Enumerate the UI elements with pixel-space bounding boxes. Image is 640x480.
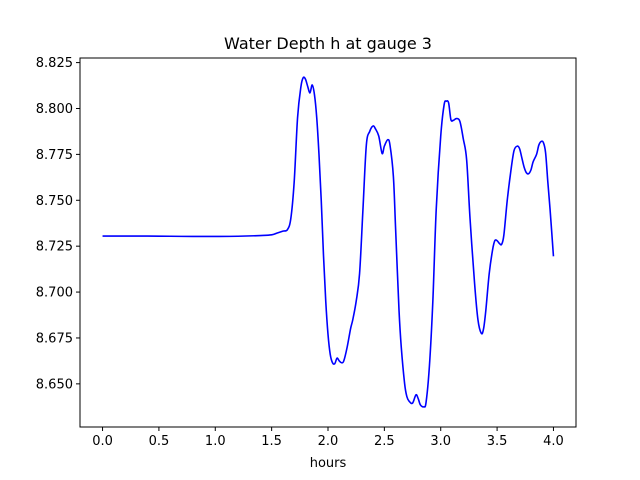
x-tick-label: 1.0 <box>205 434 226 449</box>
y-tick-label: 8.775 <box>36 148 73 163</box>
series-line <box>103 77 554 407</box>
x-tick-label: 0.5 <box>149 434 170 449</box>
y-tick-label: 8.725 <box>36 240 73 255</box>
y-tick-label: 8.650 <box>36 377 73 392</box>
x-tick-label: 2.5 <box>374 434 395 449</box>
series-layer <box>103 77 554 407</box>
x-tick-label: 3.5 <box>487 434 508 449</box>
x-tick-label: 1.5 <box>261 434 282 449</box>
x-tick-label: 2.0 <box>318 434 339 449</box>
x-axis: 0.0 0.5 1.0 1.5 2.0 2.5 3.0 3.5 4.0 <box>92 427 564 449</box>
y-axis: 8.650 8.675 8.700 8.725 8.750 8.775 8.800 8.825 <box>36 56 80 392</box>
y-tick-label: 8.700 <box>36 286 73 301</box>
y-tick-label: 8.825 <box>36 56 73 71</box>
y-tick-label: 8.675 <box>36 331 73 346</box>
x-tick-label: 3.0 <box>430 434 451 449</box>
chart-title: Water Depth h at gauge 3 <box>224 34 432 53</box>
plot-area <box>80 58 576 427</box>
x-axis-label: hours <box>310 456 347 471</box>
y-tick-label: 8.750 <box>36 194 73 209</box>
x-tick-label: 0.0 <box>92 434 113 449</box>
y-tick-label: 8.800 <box>36 102 73 117</box>
x-tick-label: 4.0 <box>543 434 564 449</box>
